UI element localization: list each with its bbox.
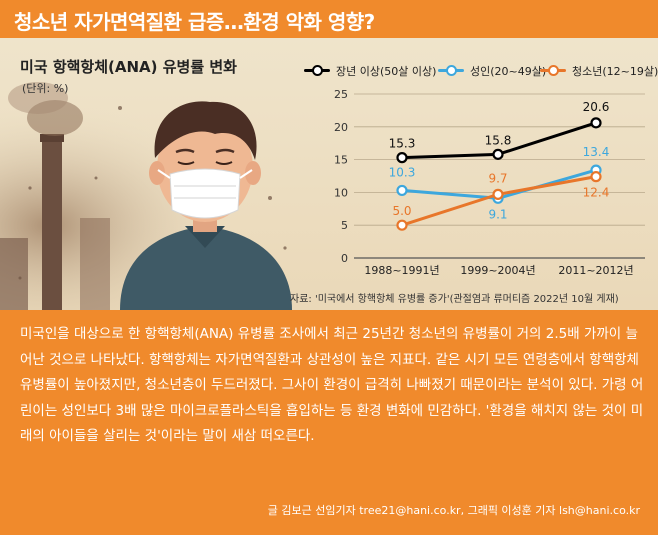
line-chart: 0 5 10 15 20 25 1988~1991년 1999~2004년 2011~2012년…: [334, 88, 645, 277]
data-point: [590, 171, 602, 183]
chart-source: 자료: '미국에서 항핵항체 유병률 증가'(관절염과 류머티즘 2022년 1…: [290, 294, 619, 305]
x-tick-label: 2011~2012년: [558, 264, 633, 277]
data-label: 13.4: [583, 145, 610, 159]
chart-title: 미국 항핵항체(ANA) 유병률 변화: [20, 58, 237, 76]
data-point: [492, 148, 504, 160]
chart-unit: (단위: %): [22, 82, 69, 95]
article-body: 미국인을 대상으로 한 항핵항체(ANA) 유병률 조사에서 최근 25년간 청…: [20, 326, 644, 444]
data-label: 12.4: [583, 186, 610, 200]
data-label: 5.0: [392, 204, 411, 218]
data-label: 15.3: [389, 137, 416, 151]
y-tick-label: 5: [341, 219, 348, 232]
header-bar: 청소년 자가면역질환 급증…환경 악화 영향?: [0, 0, 658, 38]
data-label: 9.7: [488, 171, 507, 185]
legend-label-adult: 장년 이상(50살 이상): [336, 65, 437, 78]
data-point: [396, 152, 408, 164]
y-tick-label: 0: [341, 252, 348, 265]
data-point: [396, 219, 408, 231]
legend-label-young-adult: 성인(20~49살): [470, 65, 547, 78]
article-panel: [0, 310, 658, 535]
data-label: 20.6: [583, 100, 610, 114]
byline: 글 김보근 선임기자 tree21@hani.co.kr, 그래픽 이성훈 기자…: [267, 504, 640, 517]
data-label: 10.3: [389, 165, 416, 179]
y-tick-label: 15: [334, 154, 348, 167]
y-tick-label: 25: [334, 88, 348, 101]
data-point: [396, 184, 408, 197]
face-mask-icon: [169, 168, 241, 219]
legend-label-youth: 청소년(12~19살): [572, 65, 658, 78]
y-tick-label: 20: [334, 121, 348, 134]
masked-person-illustration: [0, 82, 320, 310]
data-point: [492, 188, 504, 200]
page-title: 청소년 자가면역질환 급증…환경 악화 영향?: [14, 10, 375, 34]
chimney-icon: [42, 138, 62, 310]
data-label: 15.8: [485, 133, 512, 147]
y-tick-label: 10: [334, 186, 348, 199]
x-tick-label: 1988~1991년: [364, 264, 439, 277]
data-point: [590, 117, 602, 129]
x-tick-label: 1999~2004년: [460, 264, 535, 277]
data-label: 9.1: [488, 207, 507, 221]
illustration-panel: [0, 38, 658, 310]
